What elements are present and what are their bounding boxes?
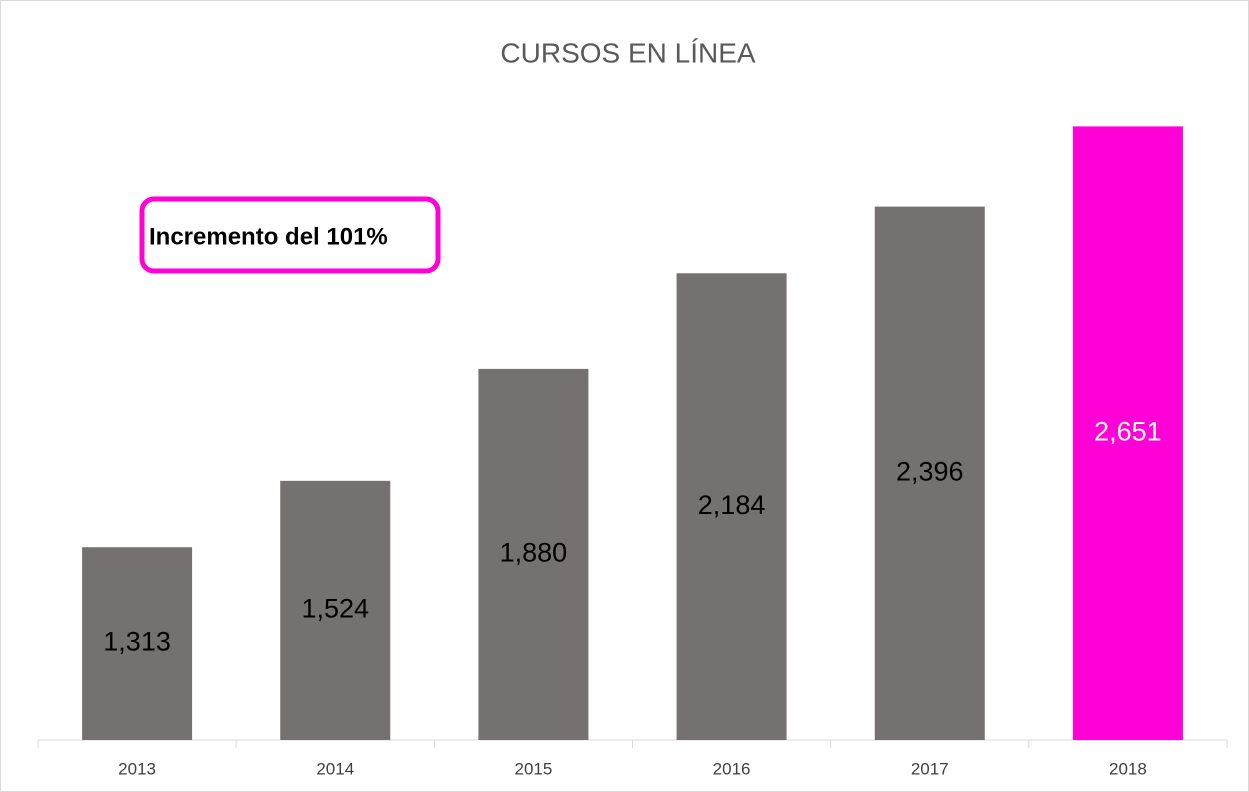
bar [478, 368, 589, 740]
x-tick-label: 2017 [911, 759, 949, 778]
value-label: 1,313 [103, 627, 171, 657]
value-label: 2,651 [1094, 416, 1162, 446]
chart-title: CURSOS EN LÍNEA [500, 37, 755, 68]
bar [1072, 126, 1183, 740]
bar [874, 206, 985, 740]
value-label: 1,880 [500, 538, 568, 568]
value-label: 2,396 [896, 456, 964, 486]
annotation-box [139, 196, 441, 274]
annotation: Incremento del 101% [149, 223, 388, 250]
bar [280, 480, 391, 740]
value-label: 1,524 [301, 594, 369, 624]
bar [82, 547, 193, 740]
value-label: 2,184 [698, 490, 766, 520]
x-tick-label: 2014 [316, 759, 354, 778]
x-tick-label: 2013 [118, 759, 156, 778]
bar [676, 273, 787, 740]
x-tick-label: 2015 [515, 759, 553, 778]
x-tick-label: 2016 [713, 759, 751, 778]
x-tick-label: 2018 [1109, 759, 1147, 778]
